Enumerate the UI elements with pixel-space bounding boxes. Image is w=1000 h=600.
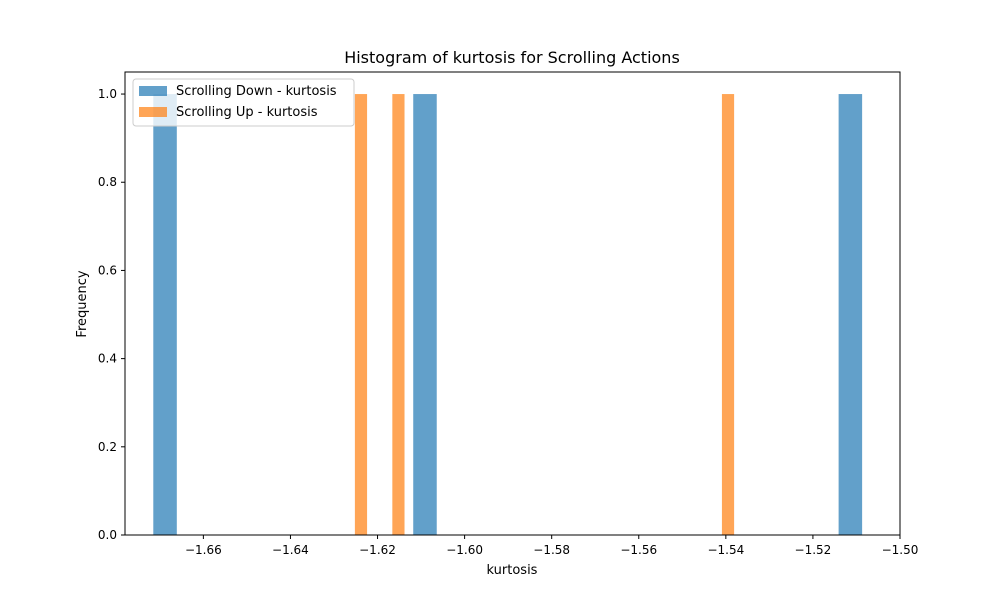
- y-tick-label: 1.0: [98, 87, 117, 101]
- legend-swatch-1: [139, 107, 167, 117]
- y-tick-label: 0.4: [98, 352, 117, 366]
- histogram-bar-series-0-bin-0: [153, 94, 177, 536]
- x-axis-label: kurtosis: [487, 563, 538, 578]
- legend-box: [132, 78, 355, 127]
- x-tick-label: −1.50: [882, 543, 919, 557]
- x-tick-label: −1.62: [359, 543, 396, 557]
- chart-title: Histogram of kurtosis for Scrolling Acti…: [344, 48, 680, 67]
- legend: Scrolling Down - kurtosis Scrolling Up - …: [132, 78, 355, 127]
- bars-layer: [153, 94, 863, 536]
- x-tick-label: −1.66: [185, 543, 222, 557]
- x-tick-label: −1.64: [272, 543, 309, 557]
- x-tick-label: −1.60: [446, 543, 483, 557]
- legend-swatch-0: [139, 86, 167, 96]
- plot-area-frame: [124, 71, 901, 536]
- y-tick-label: 0.2: [98, 440, 117, 454]
- y-tick-label: 0.6: [98, 263, 117, 277]
- y-axis-label: Frequency: [75, 270, 90, 337]
- histogram-bar-series-0-bin-2: [838, 94, 863, 536]
- x-tick-label: −1.54: [707, 543, 744, 557]
- histogram-bar-series-0-bin-1: [413, 94, 437, 536]
- x-tick-label: −1.56: [620, 543, 657, 557]
- x-tick-label: −1.58: [533, 543, 570, 557]
- x-tick-label: −1.52: [795, 543, 832, 557]
- histogram-bar-series-1-bin-2: [721, 94, 735, 536]
- histogram-bar-series-1-bin-1: [392, 94, 405, 536]
- legend-label-1: Scrolling Up - kurtosis: [176, 105, 318, 120]
- x-axis: −1.66 −1.64 −1.62 −1.60 −1.58 −1.56 −1.54 −1.52…: [185, 535, 918, 557]
- legend-label-0: Scrolling Down - kurtosis: [176, 84, 337, 99]
- histogram-bar-series-1-bin-0: [354, 94, 368, 536]
- y-tick-label: 0.0: [98, 528, 117, 542]
- y-tick-label: 0.8: [98, 175, 117, 189]
- y-axis: 0.0 0.2 0.4 0.6 0.8 1.0: [98, 87, 125, 542]
